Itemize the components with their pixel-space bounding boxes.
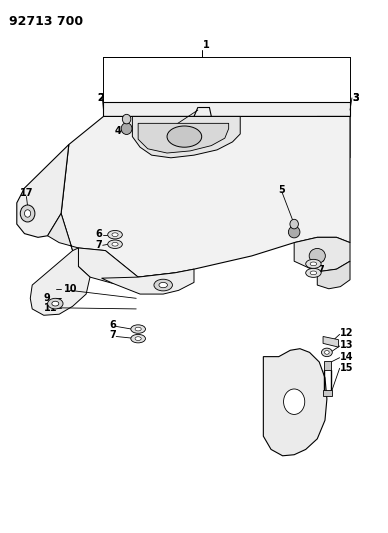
Ellipse shape (284, 389, 305, 415)
Polygon shape (263, 349, 327, 456)
Ellipse shape (108, 240, 122, 248)
Polygon shape (317, 261, 350, 289)
Ellipse shape (122, 114, 131, 124)
Text: 6: 6 (109, 320, 116, 330)
Text: 7: 7 (317, 265, 324, 274)
Text: 12: 12 (340, 328, 354, 338)
Ellipse shape (154, 279, 172, 291)
Ellipse shape (112, 233, 118, 237)
Ellipse shape (135, 327, 141, 331)
Ellipse shape (121, 123, 132, 134)
Ellipse shape (48, 298, 63, 309)
Text: 92713 700: 92713 700 (9, 14, 83, 28)
Ellipse shape (108, 230, 122, 239)
Ellipse shape (167, 126, 202, 147)
Polygon shape (323, 390, 332, 396)
Polygon shape (30, 248, 90, 316)
Text: 11: 11 (44, 303, 57, 313)
Text: 5: 5 (279, 184, 286, 195)
Ellipse shape (306, 260, 321, 268)
Ellipse shape (131, 325, 146, 333)
Ellipse shape (52, 301, 59, 306)
Ellipse shape (290, 219, 298, 229)
Text: 14: 14 (340, 352, 354, 361)
Text: 7: 7 (96, 240, 102, 250)
Polygon shape (102, 269, 194, 294)
Text: 10: 10 (64, 284, 77, 294)
Ellipse shape (306, 268, 321, 277)
Text: 9: 9 (44, 293, 50, 303)
Polygon shape (294, 237, 350, 272)
Ellipse shape (288, 226, 300, 238)
Polygon shape (61, 116, 350, 277)
Ellipse shape (309, 248, 326, 263)
Text: 4: 4 (115, 126, 122, 136)
Ellipse shape (135, 337, 141, 341)
Ellipse shape (24, 210, 31, 217)
Ellipse shape (159, 282, 167, 288)
Ellipse shape (310, 262, 317, 266)
Ellipse shape (325, 351, 329, 354)
Ellipse shape (131, 334, 146, 343)
Text: 7: 7 (109, 330, 116, 341)
Ellipse shape (322, 348, 332, 357)
Text: 3: 3 (353, 93, 359, 103)
Text: 2: 2 (97, 93, 104, 103)
Ellipse shape (310, 271, 317, 274)
Polygon shape (17, 144, 69, 237)
Text: 16: 16 (152, 130, 165, 140)
Polygon shape (48, 214, 138, 277)
Text: 6: 6 (96, 229, 102, 239)
Polygon shape (323, 336, 338, 347)
Text: 13: 13 (340, 340, 354, 350)
Text: 2: 2 (97, 93, 104, 103)
Text: 3: 3 (353, 93, 359, 103)
Polygon shape (104, 116, 121, 160)
Text: 8: 8 (317, 254, 324, 263)
Polygon shape (104, 102, 350, 116)
Polygon shape (324, 361, 331, 370)
Text: 1: 1 (203, 41, 210, 51)
Polygon shape (132, 116, 240, 158)
Polygon shape (78, 248, 175, 285)
Ellipse shape (20, 205, 35, 222)
Text: 17: 17 (20, 188, 33, 198)
Polygon shape (317, 116, 350, 158)
Polygon shape (138, 123, 229, 153)
Ellipse shape (112, 243, 118, 246)
Text: 15: 15 (340, 364, 354, 373)
